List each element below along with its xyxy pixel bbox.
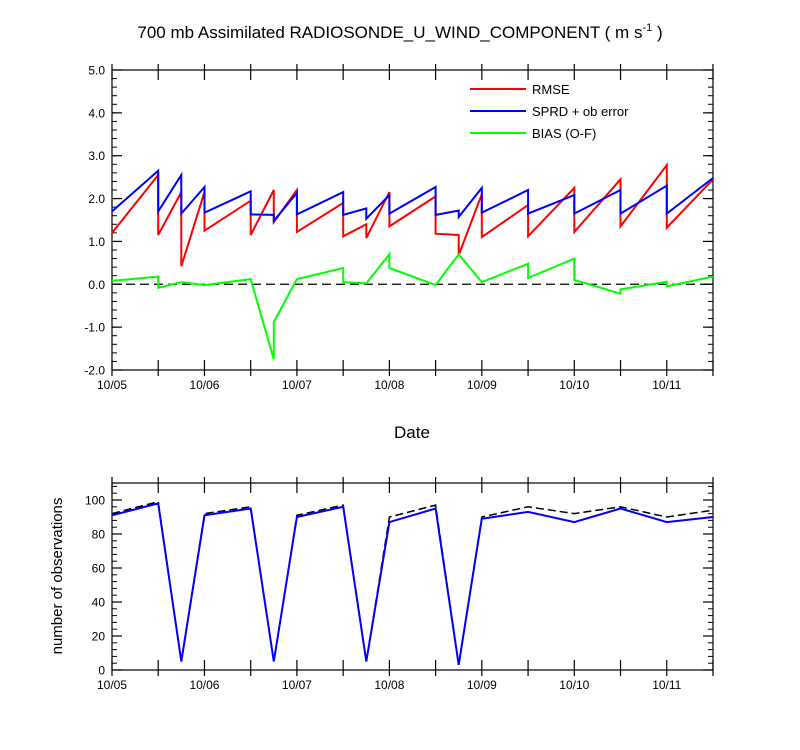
chart-title-main: 700 mb Assimilated RADIOSONDE_U_WIND_COM… (137, 23, 642, 42)
chart-title-end: ) (652, 23, 662, 42)
x-tick-label-10-08: 10/08 (374, 678, 404, 692)
top-plot-area: 5.04.03.02.01.00.0-1.0-2.0 10/05 10/06 10/… (84, 64, 714, 442)
y-tick-label-60: 60 (92, 562, 106, 576)
legend-label-sprd: SPRD + ob error (532, 104, 629, 119)
top-x-tick-labels: 10/05 10/06 10/07 10/08 10/09 10/10 10/11 (97, 378, 682, 392)
y-tick-label-4-0: 4.0 (88, 106, 105, 120)
bottom-y-axis-label: number of observations (49, 498, 66, 655)
bottom-y-tick-labels: 0 20 40 60 80 100 (85, 494, 105, 678)
x-tick-label-10-08: 10/08 (374, 378, 404, 392)
top-y-tick-labels: 5.0 4.0 3.0 2.0 1.0 0.0 -1.0 -2.0 (84, 64, 105, 378)
series-line-rmse (111, 162, 714, 267)
x-axis-label: Date (394, 423, 430, 442)
y-tick-label-1-0: 1.0 (88, 235, 105, 249)
bottom-x-tick-labels: 10/05 10/06 10/07 10/08 10/09 10/10 10/11 (97, 678, 682, 692)
y-tick-label-40: 40 (92, 596, 106, 610)
y-tick-label-5-0: 5.0 (88, 64, 105, 78)
bottom-plot-frame (111, 482, 714, 671)
x-tick-label-10-11: 10/11 (652, 678, 681, 692)
legend-label-bias: BIAS (O-F) (532, 126, 596, 141)
y-tick-label-0-0: 0.0 (88, 278, 105, 292)
x-tick-label-10-05: 10/05 (97, 378, 127, 392)
x-tick-label-10-07: 10/07 (282, 678, 312, 692)
y-tick-label-2-0: -2.0 (84, 364, 105, 378)
y-tick-label-0: 0 (98, 664, 105, 678)
y-tick-label-100: 100 (85, 494, 105, 508)
top-series-group (111, 162, 714, 360)
x-tick-label-10-11: 10/11 (652, 378, 681, 392)
x-tick-label-10-09: 10/09 (467, 678, 497, 692)
legend-label-rmse: RMSE (532, 82, 570, 97)
x-tick-label-10-05: 10/05 (97, 678, 127, 692)
bottom-axes-ticks (111, 477, 714, 676)
legend: RMSE SPRD + ob error BIAS (O-F) (470, 82, 629, 141)
x-tick-label-10-10: 10/10 (559, 678, 589, 692)
series-line-sprd-ob-error (111, 168, 714, 224)
x-tick-label-10-06: 10/06 (189, 378, 219, 392)
y-tick-label-20: 20 (92, 630, 106, 644)
y-tick-label-1-0: -1.0 (84, 321, 105, 335)
x-tick-label-10-06: 10/06 (189, 678, 219, 692)
x-tick-label-10-10: 10/10 (559, 378, 589, 392)
x-tick-label-10-07: 10/07 (282, 378, 312, 392)
y-tick-label-80: 80 (92, 528, 106, 542)
series-line-observations-solid (111, 502, 714, 666)
top-plot-frame (111, 69, 714, 371)
x-tick-label-10-09: 10/09 (467, 378, 497, 392)
y-tick-label-3-0: 3.0 (88, 149, 105, 163)
y-tick-label-2-0: 2.0 (88, 192, 105, 206)
series-line-bias-o-f (111, 251, 714, 360)
bottom-series-group (111, 500, 714, 666)
chart-title-superscript: -1 (642, 22, 652, 34)
chart-title: 700 mb Assimilated RADIOSONDE_U_WIND_COM… (137, 22, 662, 42)
